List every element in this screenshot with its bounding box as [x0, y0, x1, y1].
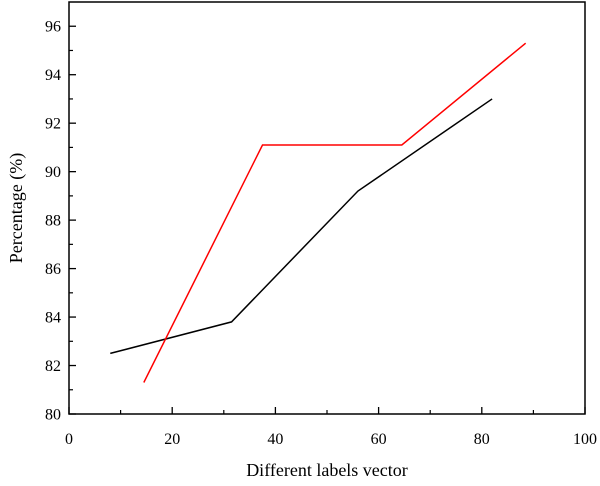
y-tick-label: 96: [45, 19, 61, 36]
y-tick-label: 88: [45, 213, 61, 230]
y-tick-label: 82: [45, 358, 61, 375]
x-tick-label: 40: [267, 431, 283, 448]
plot-frame: [68, 1, 586, 415]
y-tick-label: 84: [45, 310, 61, 327]
series-line-1: [110, 98, 493, 355]
y-tick-label: 92: [45, 116, 61, 133]
y-tick-label: 94: [45, 67, 61, 84]
y-tick-label: 90: [45, 164, 61, 181]
tick-labels: 0 20 40 60 80 100 80 82 84 86 88 90 92 94 96: [45, 19, 597, 448]
series-layer: [110, 42, 527, 383]
y-tick-label: 86: [45, 261, 61, 278]
x-tick-label: 60: [371, 431, 387, 448]
x-tick-label: 80: [474, 431, 490, 448]
x-tick-label: 0: [65, 431, 73, 448]
series-line-2: [143, 42, 527, 383]
ticks-layer: [68, 25, 586, 415]
x-axis-title: Different labels vector: [246, 460, 408, 480]
x-tick-label: 20: [164, 431, 180, 448]
y-tick-label: 80: [45, 407, 61, 424]
x-tick-label: 100: [573, 431, 597, 448]
y-axis-title: Percentage (%): [6, 153, 27, 263]
